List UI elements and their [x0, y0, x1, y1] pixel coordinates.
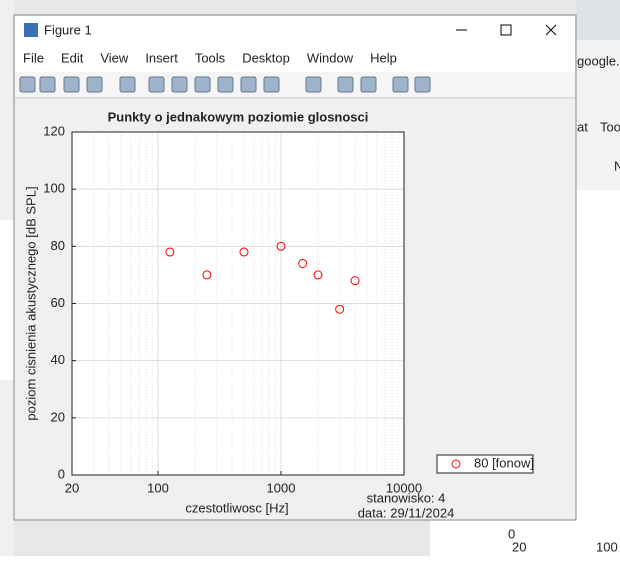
x-tick-label: 100 [147, 480, 169, 495]
x-axis-label: czestotliwosc [Hz] [185, 500, 288, 515]
data-point [239, 247, 249, 257]
toolbar-button[interactable] [63, 76, 80, 93]
toolbar-button[interactable] [263, 76, 280, 93]
toolbar-button[interactable] [414, 76, 431, 93]
data-point [202, 270, 212, 280]
chart-title: Punkty o jednakowym poziomie glosnosci [108, 109, 369, 124]
axes-box [71, 131, 405, 476]
menu-item[interactable]: View [100, 50, 129, 65]
toolbar-button[interactable] [194, 76, 211, 93]
toolbar-button[interactable] [39, 76, 56, 93]
x-tick-label: 20 [65, 480, 79, 495]
background-text: 100 [596, 539, 618, 554]
data-point [298, 258, 308, 268]
lower-window [430, 520, 580, 556]
toolbar-button[interactable] [360, 76, 377, 93]
data-point [335, 304, 345, 314]
background-text: N [614, 158, 620, 173]
y-tick-label: 20 [51, 409, 65, 424]
toolbar-button[interactable] [240, 76, 257, 93]
x-tick-label: 1000 [267, 480, 296, 495]
data-point [313, 270, 323, 280]
background-text: Too [600, 119, 620, 134]
menu-item[interactable]: Desktop [242, 50, 290, 65]
annotation: stanowisko: 4 [367, 490, 446, 505]
data-point [165, 247, 175, 257]
y-tick-label: 100 [43, 181, 65, 196]
toolbar-button[interactable] [148, 76, 165, 93]
legend-label: 80 [fonow] [474, 455, 534, 470]
legend [436, 454, 534, 474]
legend-marker [451, 459, 461, 469]
background-text: at [577, 119, 588, 134]
background-text: 0 [508, 526, 515, 541]
toolbar-button[interactable] [119, 76, 136, 93]
background-text: google. [577, 53, 620, 68]
menu-item[interactable]: File [23, 50, 44, 65]
y-axis-label: poziom cisnienia akustycznego [dB SPL] [23, 186, 38, 420]
browser-figure [576, 190, 620, 556]
y-tick-label: 0 [58, 466, 65, 481]
toolbar-button[interactable] [19, 76, 36, 93]
toolbar-button[interactable] [86, 76, 103, 93]
y-tick-label: 120 [43, 123, 65, 138]
y-tick-label: 40 [51, 352, 65, 367]
data-point [350, 276, 360, 286]
menu-item[interactable]: Window [307, 50, 354, 65]
maximize-button[interactable] [500, 24, 512, 36]
menu-item[interactable]: Insert [145, 50, 178, 65]
y-tick-label: 60 [51, 295, 65, 310]
browser-tabs [576, 0, 620, 40]
toolbar [15, 72, 575, 98]
y-tick-label: 80 [51, 238, 65, 253]
menu-item[interactable]: Help [370, 50, 397, 65]
menu-item[interactable]: Tools [195, 50, 226, 65]
toolbar-button[interactable] [305, 76, 322, 93]
toolbar-button[interactable] [392, 76, 409, 93]
data-point [276, 241, 286, 251]
menu-bar [15, 45, 575, 72]
x-tick-label: 10000 [386, 480, 422, 495]
annotation: data: 29/11/2024 [358, 505, 455, 520]
toolbar-button[interactable] [337, 76, 354, 93]
close-button[interactable] [545, 24, 557, 36]
app-icon [24, 23, 38, 37]
toolbar-button[interactable] [171, 76, 188, 93]
window-title: Figure 1 [44, 22, 92, 37]
title-bar [15, 16, 575, 45]
background-text: 20 [512, 539, 526, 554]
menu-item[interactable]: Edit [61, 50, 84, 65]
toolbar-button[interactable] [217, 76, 234, 93]
editor-pane [0, 220, 14, 380]
